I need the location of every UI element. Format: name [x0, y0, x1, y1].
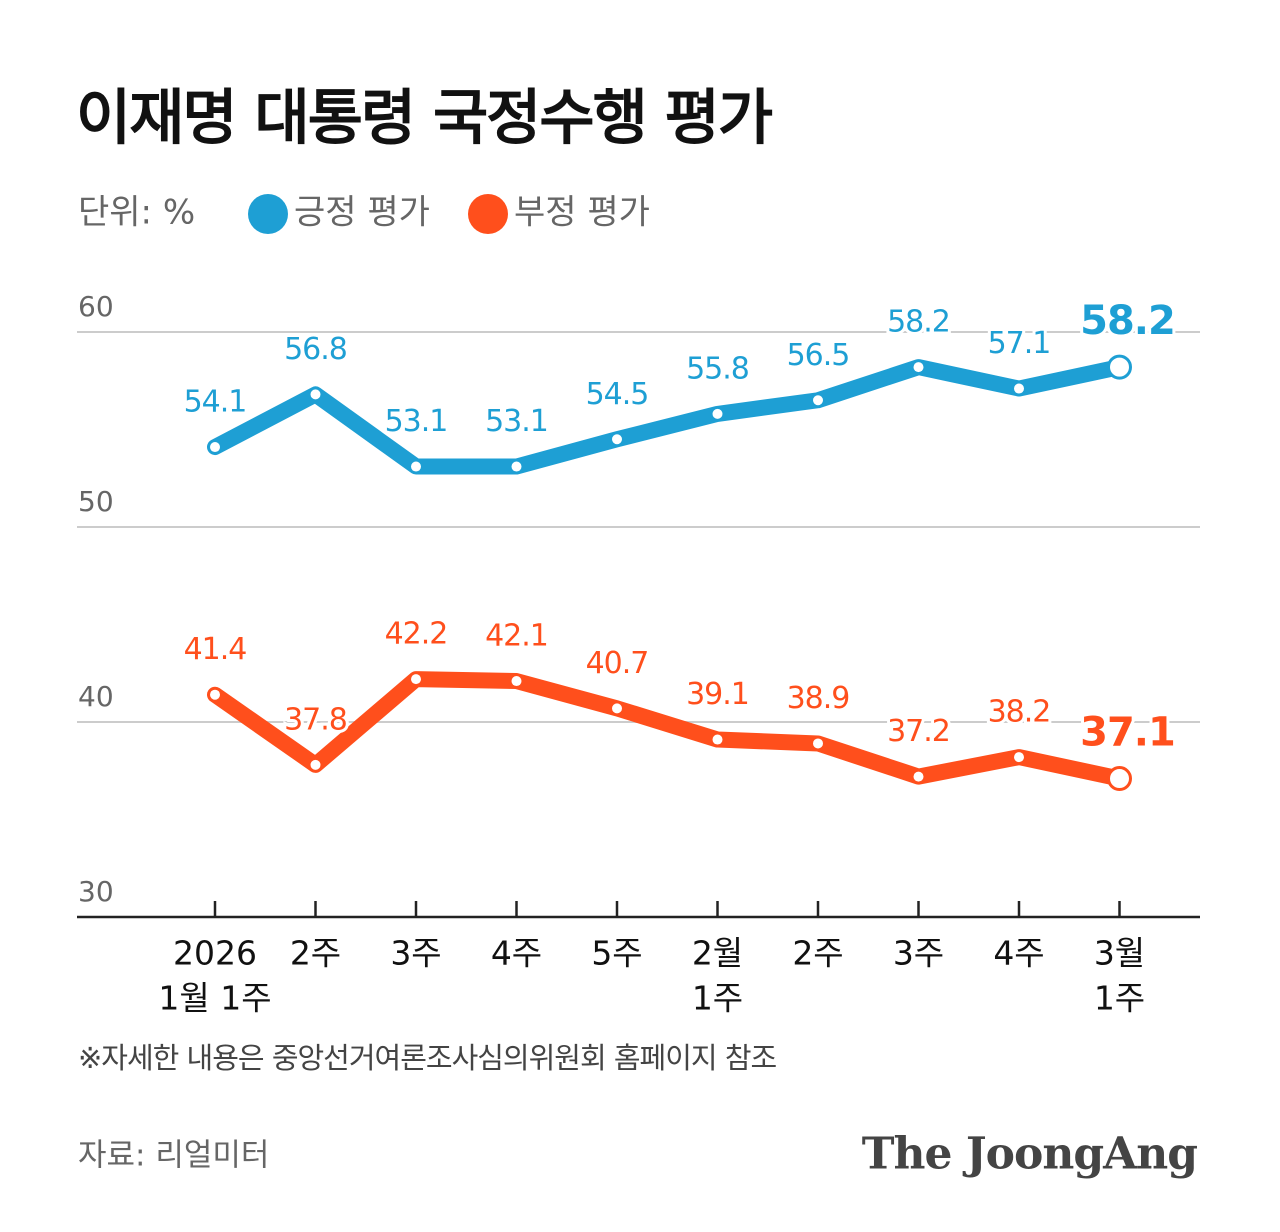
x-tick-label: 2주 — [792, 934, 843, 973]
point-marker — [411, 674, 421, 685]
data-label: 42.1 — [485, 619, 548, 654]
y-tick-label: 40 — [78, 680, 114, 713]
point-marker — [813, 738, 823, 749]
x-tick-label: 3월 — [1094, 934, 1145, 973]
series-line — [207, 359, 1128, 475]
x-tick-label: 4주 — [993, 934, 1044, 973]
data-label: 38.2 — [988, 695, 1051, 730]
unit-label: 단위: % — [78, 193, 195, 233]
point-marker — [511, 676, 522, 687]
data-label: 56.8 — [284, 332, 347, 367]
point-marker — [813, 395, 823, 406]
data-label: 57.1 — [988, 326, 1051, 361]
x-tick-label: 1주 — [1094, 979, 1145, 1018]
data-label: 56.5 — [787, 338, 850, 373]
data-label: 58.2 — [887, 305, 950, 340]
x-tick-label: 3주 — [893, 934, 944, 973]
point-marker — [913, 771, 924, 782]
chart-title: 이재명 대통령 국정수행 평가 — [76, 84, 773, 154]
legend-swatch — [468, 194, 508, 234]
x-tick-label: 3주 — [390, 934, 441, 973]
data-label: 58.2 — [1080, 298, 1175, 344]
data-label: 41.4 — [184, 632, 247, 667]
point-marker — [1014, 752, 1024, 763]
x-tick-label: 5주 — [591, 934, 642, 973]
data-label: 37.1 — [1080, 710, 1175, 756]
brand-logo: The JoongAng — [862, 1129, 1197, 1180]
y-tick-label: 50 — [78, 485, 114, 518]
data-label: 54.5 — [586, 377, 649, 412]
point-marker — [712, 734, 723, 745]
point-marker — [310, 389, 321, 400]
point-marker — [1014, 383, 1024, 394]
point-marker — [712, 408, 723, 419]
legend-swatch — [248, 194, 288, 234]
data-label: 37.2 — [887, 714, 950, 749]
note: ※자세한 내용은 중앙선거여론조사심의위원회 홈페이지 참조 — [78, 1041, 776, 1075]
x-tick-label: 1주 — [692, 979, 743, 1018]
data-label: 53.1 — [385, 404, 448, 439]
y-tick-label: 30 — [78, 875, 114, 908]
legend-label: 부정 평가 — [514, 193, 650, 233]
data-label: 37.8 — [284, 702, 347, 737]
point-marker — [1107, 766, 1132, 792]
data-label: 53.1 — [485, 404, 548, 439]
point-marker — [210, 689, 220, 700]
point-marker — [612, 434, 622, 445]
x-tick-label: 1월 1주 — [158, 979, 271, 1018]
point-marker — [511, 461, 522, 472]
x-tick-label: 2026 — [173, 934, 257, 973]
point-marker — [1107, 354, 1132, 380]
point-marker — [913, 362, 924, 373]
data-label: 55.8 — [686, 351, 749, 386]
point-marker — [310, 759, 321, 770]
x-tick-label: 2월 — [692, 934, 743, 973]
y-tick-label: 60 — [78, 290, 114, 323]
point-marker — [210, 442, 220, 453]
data-label: 39.1 — [686, 677, 749, 712]
data-label: 40.7 — [586, 646, 649, 681]
data-label: 38.9 — [787, 681, 850, 716]
series-line — [207, 671, 1128, 787]
x-tick-label: 2주 — [290, 934, 341, 973]
point-marker — [411, 461, 421, 472]
point-marker — [612, 703, 622, 714]
data-label: 54.1 — [184, 385, 247, 420]
legend-label: 긍정 평가 — [294, 193, 430, 233]
x-tick-label: 4주 — [491, 934, 542, 973]
source: 자료: 리얼미터 — [78, 1138, 269, 1174]
data-label: 42.2 — [385, 617, 448, 652]
